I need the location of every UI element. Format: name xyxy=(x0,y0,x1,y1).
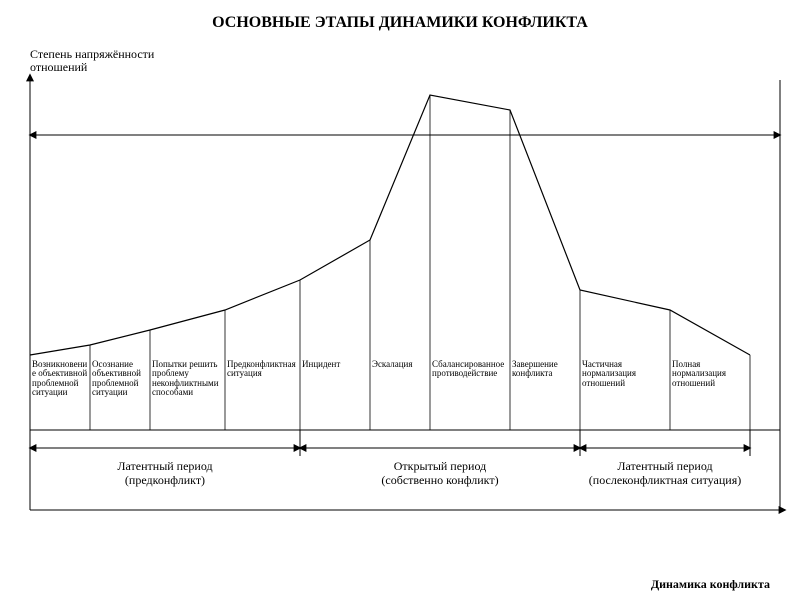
stage-label-s10: Полная нормализация отношений xyxy=(672,360,748,388)
stage-label-s7: Сбалансированное противодействие xyxy=(432,360,508,379)
period-label-p3: Латентный период (послеконфликтная ситуа… xyxy=(580,460,750,488)
stage-label-s1: Возникновение объективной проблемной сит… xyxy=(32,360,88,398)
conflict-dynamics-chart xyxy=(0,0,800,600)
stage-label-s9: Частичная нормализация отношений xyxy=(582,360,668,388)
stage-label-s5: Инцидент xyxy=(302,360,368,369)
stage-label-s8: Завершение конфликта xyxy=(512,360,578,379)
stage-label-s3: Попытки решить проблему неконфликтными с… xyxy=(152,360,223,398)
stage-label-s4: Предконфликтная ситуация xyxy=(227,360,298,379)
stage-label-s2: Осознание объективной проблемной ситуаци… xyxy=(92,360,148,398)
stage-label-s6: Эскалация xyxy=(372,360,428,369)
period-label-p1: Латентный период (предконфликт) xyxy=(30,460,300,488)
period-label-p2: Открытый период (собственно конфликт) xyxy=(300,460,580,488)
